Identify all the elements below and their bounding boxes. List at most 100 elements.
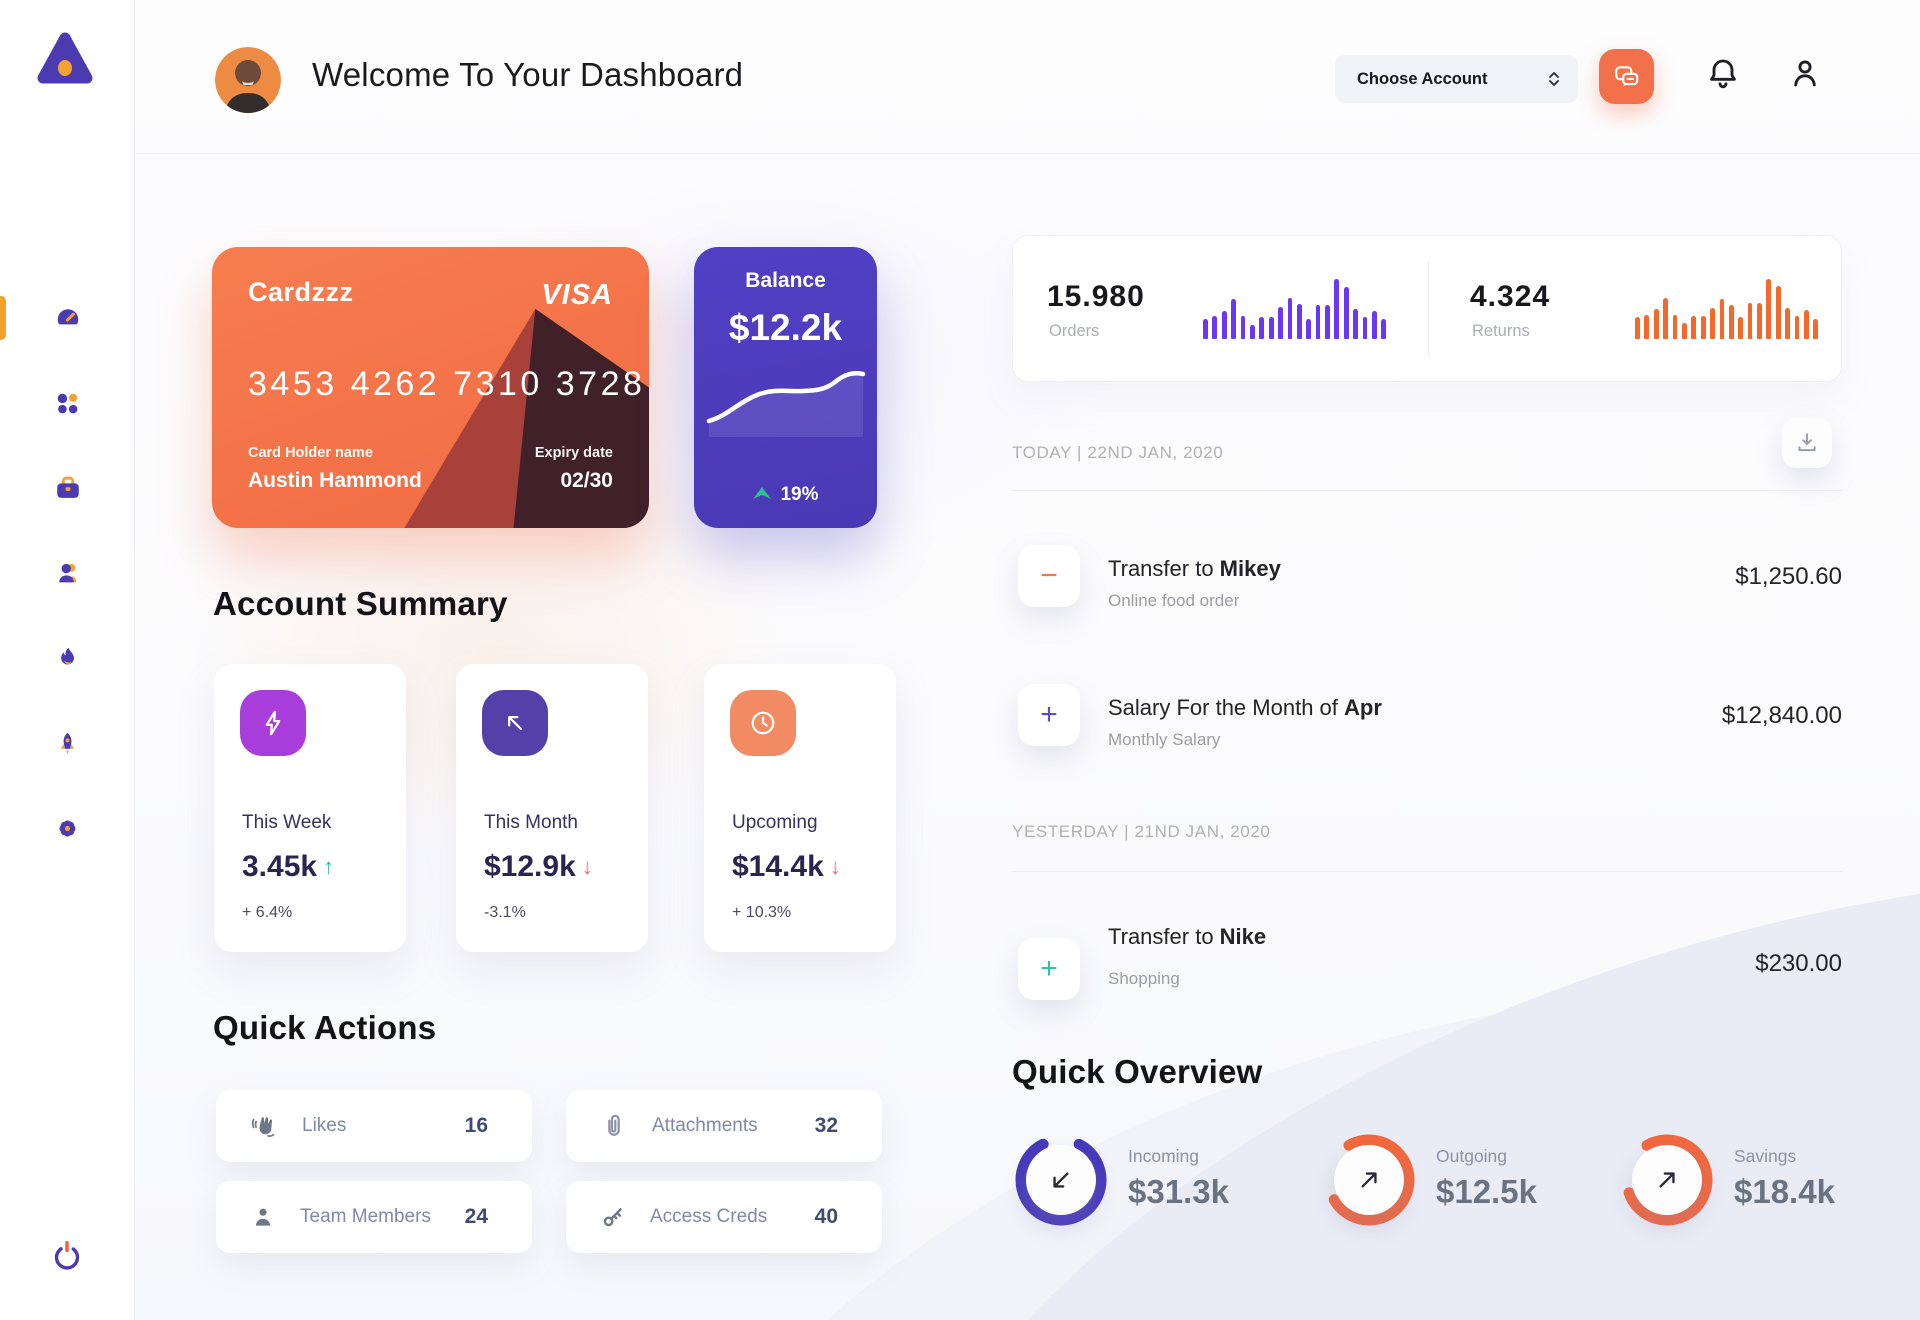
select-chevrons-icon <box>1549 72 1559 86</box>
lightning-icon <box>240 690 306 756</box>
quick-action-likes[interactable]: Likes 16 <box>216 1090 532 1162</box>
orders-label: Orders <box>1049 322 1100 340</box>
transaction-row[interactable]: Transfer to Nike <box>1108 924 1267 949</box>
transaction-amount: $12,840.00 <box>1721 702 1842 729</box>
quick-action-count: 40 <box>814 1205 838 1228</box>
quick-action-team-members[interactable]: Team Members 24 <box>216 1181 532 1253</box>
transaction-sign-icon: − <box>1018 545 1080 607</box>
returns-label: Returns <box>1472 322 1530 340</box>
sidebar-item-dashboard[interactable] <box>0 290 135 346</box>
outgoing-value: $12.5k <box>1436 1173 1537 1210</box>
download-button[interactable] <box>1782 418 1832 468</box>
summary-label: This Week <box>242 812 332 833</box>
sidebar-item-launch[interactable] <box>0 715 135 771</box>
summary-delta: + 10.3% <box>732 904 792 921</box>
bell-icon <box>1710 59 1736 89</box>
balance-change-value: 19% <box>780 484 819 505</box>
returns-value: 4.324 <box>1470 280 1551 313</box>
summary-value: $12.9k ↓ <box>484 850 593 883</box>
transaction-row[interactable]: Salary For the Month of Apr <box>1108 695 1382 720</box>
transaction-subtitle: Shopping <box>1108 969 1180 988</box>
sidebar-item-settings[interactable] <box>0 800 135 856</box>
quick-action-label: Team Members <box>300 1206 431 1227</box>
chat-button[interactable] <box>1599 49 1654 104</box>
date-header-yesterday: YESTERDAY | 21ND JAN, 2020 <box>1012 822 1271 841</box>
briefcase-icon <box>56 476 79 498</box>
account-summary-title: Account Summary <box>213 585 508 622</box>
triangle-logo-icon <box>37 32 93 84</box>
card-expiry-date: 02/30 <box>560 469 613 492</box>
account-select-label: Choose Account <box>1357 69 1488 88</box>
summary-label: Upcoming <box>732 812 818 833</box>
down-arrow-icon: ↓ <box>829 854 841 879</box>
active-indicator <box>0 296 6 340</box>
quick-action-count: 24 <box>464 1205 488 1228</box>
transaction-amount: $230.00 <box>1755 950 1842 977</box>
sidebar-item-team[interactable] <box>0 545 135 601</box>
balance-sparkline-chart <box>706 371 865 437</box>
card-holder-label: Card Holder name <box>248 445 373 461</box>
credit-card: Cardzzz VISA 3453 4262 7310 3728 Card Ho… <box>212 247 649 528</box>
balance-change: 19% <box>694 484 877 506</box>
minus-icon: − <box>1040 559 1058 592</box>
plus-icon: + <box>1040 698 1058 731</box>
transactions-divider <box>1012 490 1842 491</box>
incoming-ring-chart <box>1015 1134 1107 1226</box>
sidebar-item-trending[interactable] <box>0 630 135 686</box>
outgoing-ring-chart <box>1323 1134 1415 1226</box>
speedometer-icon <box>57 309 78 325</box>
gear-icon <box>59 820 76 836</box>
summary-delta: + 6.4% <box>242 904 293 921</box>
download-icon <box>1798 433 1816 452</box>
transaction-subtitle: Online food order <box>1108 591 1240 610</box>
summary-value: 3.45k ↑ <box>242 850 335 883</box>
summary-card-this-week[interactable]: This Week 3.45k ↑ + 6.4% <box>214 664 406 952</box>
balance-card: Balance $12.2k 19% <box>694 247 877 528</box>
quick-action-label: Attachments <box>652 1115 758 1136</box>
orders-returns-card: 15.980 Orders 4.324 Returns <box>1012 235 1842 382</box>
summary-card-this-month[interactable]: This Month $12.9k ↓ -3.1% <box>456 664 648 952</box>
sidebar <box>0 0 135 1320</box>
user-icon <box>58 563 76 583</box>
app-logo[interactable] <box>34 28 96 90</box>
trend-arrow-icon <box>482 690 548 756</box>
logout-button[interactable] <box>50 1239 84 1273</box>
savings-label: Savings <box>1734 1146 1797 1166</box>
account-select[interactable]: Choose Account <box>1335 55 1578 103</box>
savings-value: $18.4k <box>1734 1173 1835 1210</box>
up-right-arrow-icon <box>1632 1145 1702 1215</box>
sidebar-item-apps[interactable] <box>0 375 135 431</box>
notifications-button[interactable] <box>1704 55 1742 93</box>
quick-action-access-creds[interactable]: Access Creds 40 <box>566 1181 882 1253</box>
profile-icon <box>1794 60 1816 87</box>
visa-logo: VISA <box>541 279 613 311</box>
quick-action-label: Likes <box>302 1115 347 1136</box>
balance-value: $12.2k <box>728 307 843 348</box>
user-avatar[interactable] <box>215 47 281 113</box>
paperclip-icon <box>608 1114 620 1136</box>
up-arrow-icon <box>753 487 772 499</box>
transactions-divider <box>1012 871 1842 872</box>
profile-button[interactable] <box>1786 55 1824 93</box>
date-header-today: TODAY | 22ND JAN, 2020 <box>1012 443 1224 462</box>
avatar-image <box>215 47 281 113</box>
member-icon <box>255 1208 271 1226</box>
sidebar-item-work[interactable] <box>0 460 135 516</box>
returns-bar-chart <box>1635 279 1823 339</box>
key-icon <box>603 1208 622 1227</box>
header-divider <box>136 153 1920 154</box>
quick-action-count: 16 <box>464 1114 488 1137</box>
summary-value: $14.4k ↓ <box>732 850 841 883</box>
up-arrow-icon: ↑ <box>323 854 335 879</box>
grid-icon <box>57 393 78 413</box>
incoming-label: Incoming <box>1128 1146 1200 1166</box>
rocket-icon <box>60 732 75 754</box>
summary-card-upcoming[interactable]: Upcoming $14.4k ↓ + 10.3% <box>704 664 896 952</box>
stats-divider <box>1428 261 1429 357</box>
down-arrow-icon: ↓ <box>581 854 593 879</box>
transaction-amount: $1,250.60 <box>1735 563 1842 590</box>
quick-action-attachments[interactable]: Attachments 32 <box>566 1090 882 1162</box>
quick-actions-title: Quick Actions <box>213 1009 437 1046</box>
transaction-row[interactable]: Transfer to Mikey <box>1108 556 1281 581</box>
